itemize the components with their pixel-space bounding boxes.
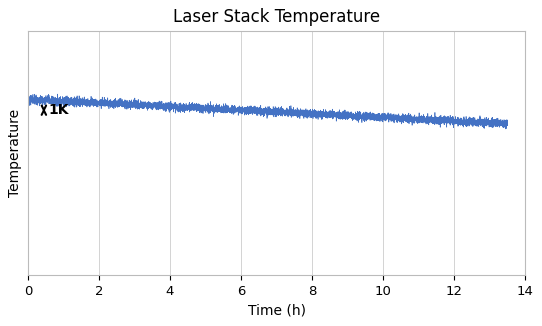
Title: Laser Stack Temperature: Laser Stack Temperature xyxy=(173,8,380,26)
X-axis label: Time (h): Time (h) xyxy=(248,304,306,318)
Text: 1K: 1K xyxy=(48,103,69,117)
Y-axis label: Temperature: Temperature xyxy=(8,109,22,197)
